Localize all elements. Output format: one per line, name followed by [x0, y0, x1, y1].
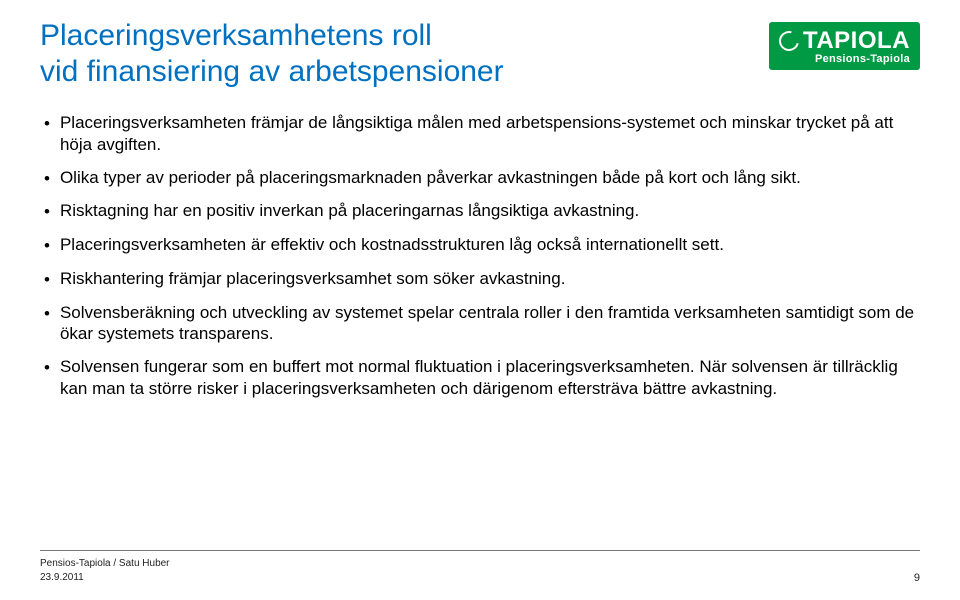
- header-row: Placeringsverksamhetens roll vid finansi…: [40, 18, 920, 90]
- bullet-text: Placeringsverksamheten främjar de långsi…: [60, 112, 920, 156]
- bullet-dot-icon: •: [44, 168, 50, 190]
- logo-main-text: TAPIOLA: [803, 28, 910, 53]
- footer-row: Pensios-Tapiola / Satu Huber 23.9.2011 9: [40, 557, 920, 584]
- footer-left: Pensios-Tapiola / Satu Huber 23.9.2011: [40, 557, 170, 584]
- title-line-1: Placeringsverksamhetens roll: [40, 18, 735, 54]
- bullet-item: • Olika typer av perioder på placeringsma…: [44, 167, 920, 190]
- bullet-text: Riskhantering främjar placeringsverksamh…: [60, 268, 920, 290]
- footer-author: Pensios-Tapiola / Satu Huber: [40, 557, 170, 571]
- footer: Pensios-Tapiola / Satu Huber 23.9.2011 9: [40, 550, 920, 584]
- bullet-dot-icon: •: [44, 269, 50, 291]
- logo-sub-text: Pensions-Tapiola: [779, 54, 910, 66]
- bullet-text: Risktagning har en positiv inverkan på p…: [60, 200, 920, 222]
- bullet-text: Placeringsverksamheten är effektiv och k…: [60, 234, 920, 256]
- bullet-dot-icon: •: [44, 235, 50, 257]
- bullet-list: • Placeringsverksamheten främjar de långs…: [40, 112, 920, 400]
- page-number: 9: [914, 572, 920, 584]
- title-line-2: vid finansiering av arbetspensioner: [40, 54, 735, 90]
- bullet-item: • Placeringsverksamheten främjar de långs…: [44, 112, 920, 156]
- bullet-item: • Solvensberäkning och utveckling av syst…: [44, 302, 920, 346]
- footer-date: 23.9.2011: [40, 571, 170, 585]
- swirl-icon: [775, 27, 802, 54]
- logo-main-row: TAPIOLA: [779, 28, 910, 53]
- bullet-item: • Placeringsverksamheten är effektiv och …: [44, 234, 920, 257]
- bullet-dot-icon: •: [44, 303, 50, 325]
- footer-divider: [40, 550, 920, 551]
- bullet-text: Solvensen fungerar som en buffert mot no…: [60, 356, 920, 400]
- logo-badge: TAPIOLA Pensions-Tapiola: [769, 22, 920, 70]
- bullet-dot-icon: •: [44, 113, 50, 135]
- bullet-item: • Risktagning har en positiv inverkan på …: [44, 200, 920, 223]
- logo: TAPIOLA Pensions-Tapiola: [735, 22, 920, 70]
- title-block: Placeringsverksamhetens roll vid finansi…: [40, 18, 735, 90]
- bullet-text: Solvensberäkning och utveckling av syste…: [60, 302, 920, 346]
- bullet-item: • Solvensen fungerar som en buffert mot n…: [44, 356, 920, 400]
- bullet-item: • Riskhantering främjar placeringsverksam…: [44, 268, 920, 291]
- bullet-dot-icon: •: [44, 357, 50, 379]
- bullet-text: Olika typer av perioder på placeringsmar…: [60, 167, 920, 189]
- slide: Placeringsverksamhetens roll vid finansi…: [0, 0, 960, 600]
- bullet-dot-icon: •: [44, 201, 50, 223]
